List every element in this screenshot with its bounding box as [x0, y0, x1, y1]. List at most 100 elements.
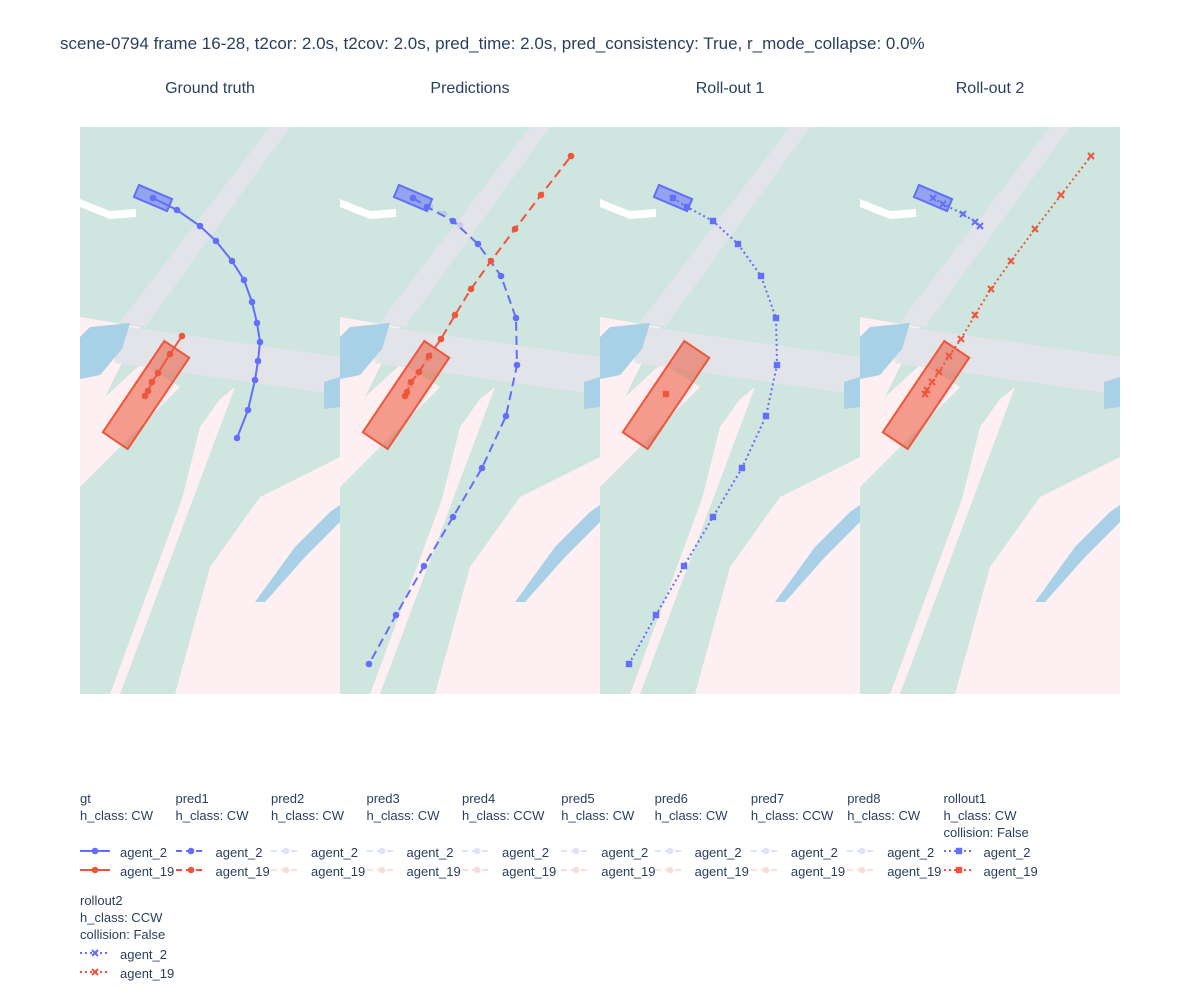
legend-group-gt[interactable]: gt h_class: CW agent_2 agent_19: [80, 790, 174, 881]
legend-group-pred6[interactable]: pred6 h_class: CW agent_2 agent_19: [654, 790, 749, 881]
legend-item-agent-19[interactable]: agent_19: [175, 862, 270, 881]
trajectory-point: [652, 611, 660, 619]
trajectory-point: [762, 412, 770, 420]
legend-item-agent-2[interactable]: agent_2: [654, 843, 742, 862]
legend-group-pred5[interactable]: pred5 h_class: CW agent_2 agent_19: [561, 790, 656, 881]
legend-swatch: [462, 847, 492, 855]
legend-item-agent-19[interactable]: agent_19: [561, 862, 656, 881]
legend-item-agent-19[interactable]: agent_19: [847, 862, 941, 881]
trajectory-point: [228, 257, 236, 265]
legend-swatch-marker: [91, 949, 99, 957]
legend-group-title: h_class: CCW: [750, 808, 834, 823]
legend-item-label: agent_19: [887, 864, 942, 879]
legend-group-pred1[interactable]: pred1 h_class: CW agent_2 agent_19: [175, 790, 270, 881]
legend-swatch: [654, 866, 685, 874]
trajectory-point: [738, 464, 746, 472]
trajectory-point: [537, 191, 545, 199]
legend-item-agent-19[interactable]: agent_19: [750, 862, 845, 881]
legend-item-agent-2[interactable]: agent_2: [750, 843, 838, 862]
legend-item-label: agent_19: [311, 864, 366, 879]
trajectory-point: [567, 152, 575, 160]
trajectory-point: [426, 203, 434, 211]
legend-item-agent-19[interactable]: agent_19: [943, 862, 1038, 881]
legend-item-agent-19[interactable]: agent_19: [80, 862, 174, 881]
trajectory-point: [1007, 257, 1015, 265]
legend-item-agent-2[interactable]: agent_2: [847, 843, 934, 862]
pred2-agent-2-trace: [409, 194, 464, 229]
legend-item-agent-2[interactable]: agent_2: [943, 843, 1031, 862]
trajectory-point: [437, 335, 445, 343]
trajectory-point: [451, 311, 459, 319]
legend-group-pred3[interactable]: pred3 h_class: CW agent_2 agent_19: [366, 790, 461, 881]
trajectory-point: [233, 434, 241, 442]
legend-item-agent-2[interactable]: agent_2: [175, 843, 263, 862]
legend-item-label: agent_19: [502, 864, 557, 879]
trajectory-line: [412, 197, 461, 226]
legend-item-agent-19[interactable]: agent_19: [366, 862, 461, 881]
legend-swatch: [847, 866, 878, 874]
legend-swatch: [366, 866, 397, 874]
legend-item-label: agent_19: [120, 966, 175, 981]
legend-item-agent-2[interactable]: agent_2: [80, 843, 167, 862]
trajectory-point: [976, 222, 984, 230]
legend-item-label: agent_2: [983, 845, 1031, 860]
legend-item-agent-2[interactable]: agent_2: [561, 843, 648, 862]
trajectory-point: [424, 355, 432, 363]
trajectory-point: [254, 357, 262, 365]
legend-swatch-marker: [91, 968, 99, 976]
legend-group-title: collision: False: [80, 927, 166, 942]
legend-group-pred7[interactable]: pred7 h_class: CCW agent_2 agent_19: [750, 790, 845, 881]
legend-swatch-marker: [91, 847, 99, 855]
legend-swatch-marker: [858, 866, 866, 874]
legend-item-agent-2[interactable]: agent_2: [462, 843, 549, 862]
legend-item-agent-19[interactable]: agent_19: [654, 862, 749, 881]
legend-group-title: pred3: [366, 791, 400, 806]
legend-group-title: rollout1: [943, 791, 987, 806]
trajectory-point: [196, 222, 204, 230]
legend-group-pred4[interactable]: pred4 h_class: CCW agent_2 agent_19: [462, 790, 556, 881]
map-blue-patch: [324, 377, 340, 409]
trajectory-point: [149, 194, 157, 202]
trajectory-point: [772, 314, 780, 322]
legend-group-title: h_class: CW: [654, 808, 728, 823]
legend-item-agent-2[interactable]: agent_2: [271, 843, 358, 862]
legend-group-title: rollout2: [80, 893, 123, 908]
trajectory-point: [212, 237, 220, 245]
legend-group-rollout1[interactable]: rollout1 h_class: CW collision: False agent…: [943, 790, 1038, 881]
map-crosswalk: [120, 127, 290, 327]
subplot-panel-4: [860, 127, 1120, 694]
trajectory-line: [924, 155, 1092, 395]
legend-item-agent-19[interactable]: agent_19: [80, 964, 174, 983]
subplot-panel-2: [340, 127, 600, 694]
trajectory-point: [935, 368, 943, 376]
legend-item-agent-2[interactable]: agent_2: [366, 843, 454, 862]
legend-swatch: [80, 968, 110, 976]
map-blue-patch: [515, 505, 600, 602]
trajectory-point: [409, 194, 417, 202]
legend-group-pred2[interactable]: pred2 h_class: CW agent_2 agent_19: [271, 790, 365, 881]
trajectory-point: [407, 378, 415, 386]
legend-group-title: h_class: CW: [271, 808, 344, 823]
legend-item-agent-19[interactable]: agent_19: [271, 862, 365, 881]
map-blue-patch: [340, 323, 390, 379]
trajectory-point: [773, 361, 781, 369]
legend-item-agent-2[interactable]: agent_2: [80, 945, 167, 964]
legend-group-title: pred5: [561, 791, 595, 806]
trajectory-point: [365, 660, 373, 668]
legend-swatch-marker: [955, 847, 962, 855]
legend-group-title: pred8: [847, 791, 881, 806]
legend-group-pred8[interactable]: pred8 h_class: CW agent_2 agent_19: [847, 790, 941, 881]
subplot-title-rollout-1: Roll-out 1: [695, 80, 765, 97]
trajectory-point: [173, 206, 181, 214]
trajectory-point: [148, 378, 156, 386]
legend-item-label: agent_2: [790, 845, 838, 860]
legend-group-rollout2[interactable]: rollout2 h_class: CCW collision: False agen…: [80, 892, 174, 983]
legend-item-agent-19[interactable]: agent_19: [462, 862, 556, 881]
legend-swatch: [654, 847, 685, 855]
gt-agent-19-trace: [141, 332, 186, 400]
legend-swatch-marker: [858, 847, 866, 855]
trajectory-point: [240, 276, 248, 284]
map-island: [600, 199, 656, 219]
legend-item-label: agent_2: [601, 845, 649, 860]
rollout2-agent-2-trace: [929, 194, 984, 230]
